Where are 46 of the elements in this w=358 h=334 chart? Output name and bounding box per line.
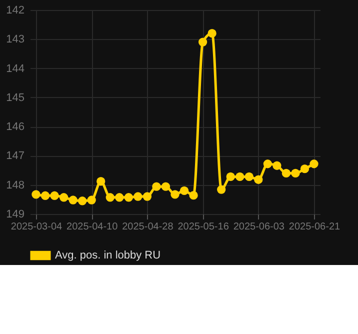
point (152, 182, 161, 191)
y-tick-label: 143 (6, 34, 24, 46)
point (142, 192, 152, 201)
x-tick-label: 2025-04-28 (122, 222, 174, 232)
x-tick-label: 2025-03-04 (10, 222, 63, 232)
x-tick-label: 2025-05-16 (178, 222, 230, 232)
point (115, 193, 124, 202)
point (32, 190, 40, 199)
point (254, 175, 263, 184)
point (124, 193, 133, 202)
point (87, 196, 96, 204)
point (68, 196, 78, 204)
point (198, 38, 208, 46)
point (189, 191, 198, 200)
point (208, 28, 216, 38)
legend-label: Avg. pos. in lobby RU (55, 250, 161, 262)
point (226, 172, 235, 182)
point (272, 161, 282, 170)
y-tick-label: 144 (6, 62, 24, 75)
point (161, 182, 170, 191)
point (59, 193, 68, 202)
point (244, 172, 254, 182)
point (40, 191, 50, 200)
point (170, 190, 180, 199)
point (300, 164, 310, 174)
point (134, 192, 142, 201)
y-tick-label: 147 (6, 150, 24, 162)
point (236, 172, 244, 182)
x-tick-label: 2025-06-21 (288, 222, 341, 232)
point (106, 193, 114, 202)
point (78, 196, 87, 206)
point (291, 168, 300, 178)
y-tick-label: 146 (6, 121, 24, 134)
point (50, 191, 59, 200)
y-tick-label: 145 (6, 92, 24, 104)
point (282, 168, 291, 178)
point (217, 185, 226, 194)
x-tick-label: 2025-04-10 (66, 222, 118, 232)
y-tick-label: 142 (6, 4, 24, 16)
x-tick-label: 2025-06-03 (233, 222, 285, 232)
y-tick-label: 149 (6, 208, 24, 220)
point (310, 160, 318, 168)
point (96, 177, 106, 186)
point (180, 186, 189, 196)
point (263, 160, 272, 168)
y-tick-label: 148 (6, 179, 24, 192)
